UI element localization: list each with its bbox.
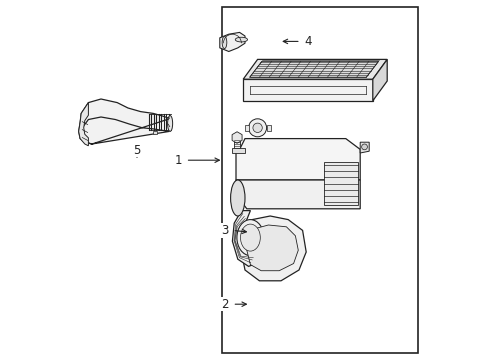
Text: 4: 4 (304, 35, 312, 48)
Polygon shape (232, 132, 242, 143)
Polygon shape (242, 216, 306, 281)
Circle shape (248, 119, 267, 137)
Polygon shape (236, 180, 360, 209)
Polygon shape (243, 79, 373, 101)
Ellipse shape (235, 37, 247, 42)
Ellipse shape (237, 220, 264, 256)
Text: 3: 3 (221, 224, 229, 237)
Text: 1: 1 (174, 154, 182, 167)
Polygon shape (234, 138, 240, 149)
Polygon shape (267, 125, 271, 131)
Ellipse shape (222, 36, 227, 49)
Polygon shape (373, 59, 387, 101)
Ellipse shape (231, 180, 245, 216)
Ellipse shape (168, 116, 172, 131)
Polygon shape (250, 61, 379, 77)
Circle shape (253, 123, 262, 132)
Polygon shape (236, 139, 360, 180)
Polygon shape (79, 99, 170, 144)
Polygon shape (79, 103, 88, 146)
Polygon shape (247, 225, 298, 271)
Polygon shape (243, 59, 387, 79)
Polygon shape (245, 125, 248, 131)
Polygon shape (220, 32, 245, 51)
Polygon shape (360, 142, 369, 153)
Polygon shape (153, 131, 157, 134)
Ellipse shape (241, 224, 260, 251)
Polygon shape (324, 162, 358, 205)
Text: 5: 5 (133, 144, 141, 157)
Polygon shape (232, 211, 258, 266)
Polygon shape (232, 148, 245, 153)
Bar (221, 7, 418, 353)
Circle shape (362, 144, 368, 150)
Text: 2: 2 (221, 298, 229, 311)
